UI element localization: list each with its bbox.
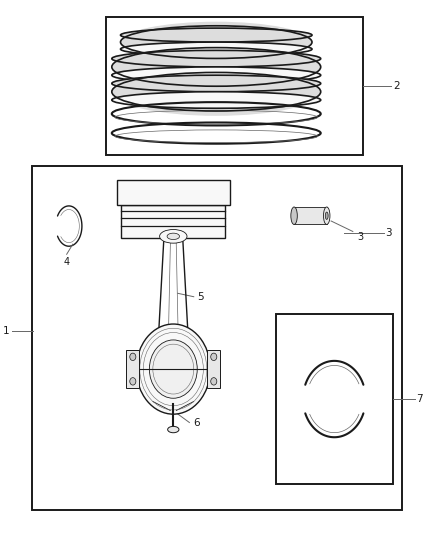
Bar: [106, 17, 363, 155]
Bar: [117, 180, 230, 205]
Ellipse shape: [291, 207, 297, 224]
Circle shape: [136, 324, 210, 414]
Text: 6: 6: [193, 417, 200, 427]
Ellipse shape: [112, 67, 321, 84]
Bar: [294, 207, 327, 224]
Bar: [276, 314, 393, 484]
Ellipse shape: [112, 68, 321, 116]
Ellipse shape: [112, 51, 321, 67]
Ellipse shape: [324, 207, 330, 224]
Text: 2: 2: [393, 81, 400, 91]
Circle shape: [130, 353, 136, 360]
Text: 5: 5: [197, 292, 204, 302]
Text: 4: 4: [64, 257, 70, 268]
Ellipse shape: [112, 92, 321, 108]
Circle shape: [211, 378, 217, 385]
Circle shape: [149, 340, 197, 398]
Bar: [207, 350, 220, 388]
Circle shape: [211, 353, 217, 360]
Ellipse shape: [112, 43, 321, 91]
Ellipse shape: [159, 230, 187, 243]
Text: 3: 3: [385, 228, 392, 238]
Ellipse shape: [325, 212, 328, 220]
Text: 3: 3: [357, 232, 363, 243]
Ellipse shape: [112, 75, 321, 92]
Ellipse shape: [167, 233, 180, 239]
Bar: [126, 350, 139, 388]
Text: 1: 1: [3, 326, 9, 336]
Bar: [32, 166, 402, 511]
Circle shape: [130, 378, 136, 385]
Ellipse shape: [120, 28, 312, 42]
Ellipse shape: [168, 426, 179, 433]
Ellipse shape: [120, 42, 312, 56]
Bar: [121, 205, 226, 238]
Text: 7: 7: [416, 394, 423, 404]
Ellipse shape: [120, 22, 312, 62]
